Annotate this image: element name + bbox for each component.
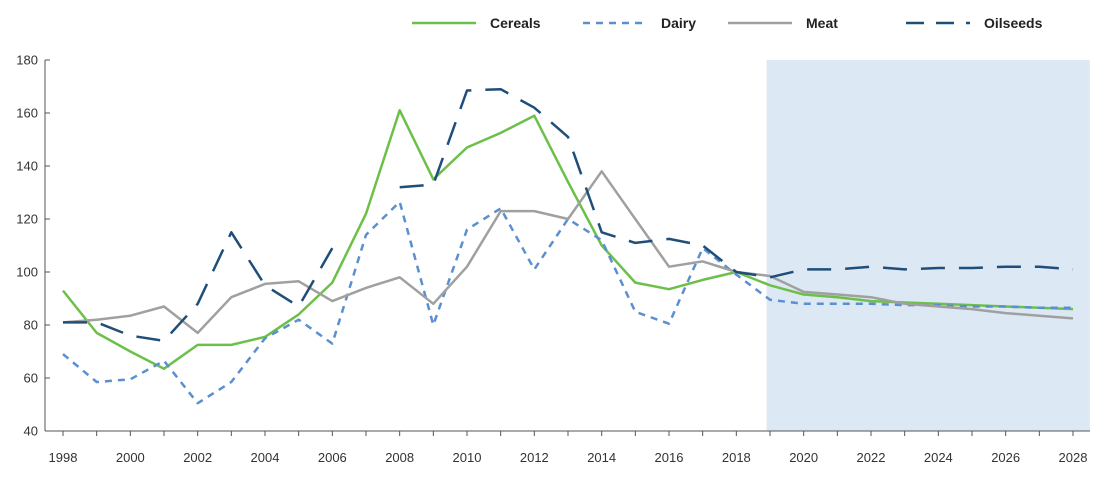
- x-tick-label: 2000: [116, 450, 145, 465]
- legend-label-oilseeds: Oilseeds: [984, 15, 1043, 31]
- y-tick-label: 160: [16, 106, 38, 121]
- x-tick-label: 2026: [991, 450, 1020, 465]
- x-tick-label: 2020: [789, 450, 818, 465]
- x-tick-label: 2002: [183, 450, 212, 465]
- x-tick-label: 2010: [453, 450, 482, 465]
- y-tick-label: 80: [24, 318, 38, 333]
- series-line-oilseeds: [63, 87, 1074, 343]
- x-tick-label: 2018: [722, 450, 751, 465]
- legend-label-cereals: Cereals: [490, 15, 541, 31]
- x-tick-label: 2004: [251, 450, 280, 465]
- x-tick-label: 1998: [49, 450, 78, 465]
- x-tick-label: 2022: [857, 450, 886, 465]
- projection-period-shading: [766, 60, 1090, 431]
- x-tick-label: 2028: [1059, 450, 1088, 465]
- legend-label-dairy: Dairy: [661, 15, 696, 31]
- y-tick-label: 60: [24, 371, 38, 386]
- y-tick-label: 180: [16, 53, 38, 68]
- y-tick-label: 120: [16, 212, 38, 227]
- x-tick-label: 2006: [318, 450, 347, 465]
- y-axis-ticks: 40 60 80 100 120 140 160 180: [16, 53, 50, 439]
- series-line-dairy: [62, 200, 1073, 405]
- series-lines: [62, 87, 1074, 405]
- series-line-cereals: [62, 109, 1074, 370]
- legend-label-meat: Meat: [806, 15, 838, 31]
- x-axis-ticks: 1998 2000 2002 2004 2006 2008 2010 2012 2014 2016…: [49, 431, 1088, 465]
- y-tick-label: 140: [16, 159, 38, 174]
- x-tick-label: 2008: [385, 450, 414, 465]
- y-tick-label: 100: [16, 265, 38, 280]
- x-tick-label: 2016: [655, 450, 684, 465]
- y-tick-label: 40: [24, 424, 38, 439]
- x-tick-label: 2014: [587, 450, 616, 465]
- legend: Cereals Dairy Meat Oilseeds: [412, 15, 1043, 31]
- x-tick-label: 2024: [924, 450, 953, 465]
- series-line-meat: [62, 170, 1074, 335]
- x-tick-label: 2012: [520, 450, 549, 465]
